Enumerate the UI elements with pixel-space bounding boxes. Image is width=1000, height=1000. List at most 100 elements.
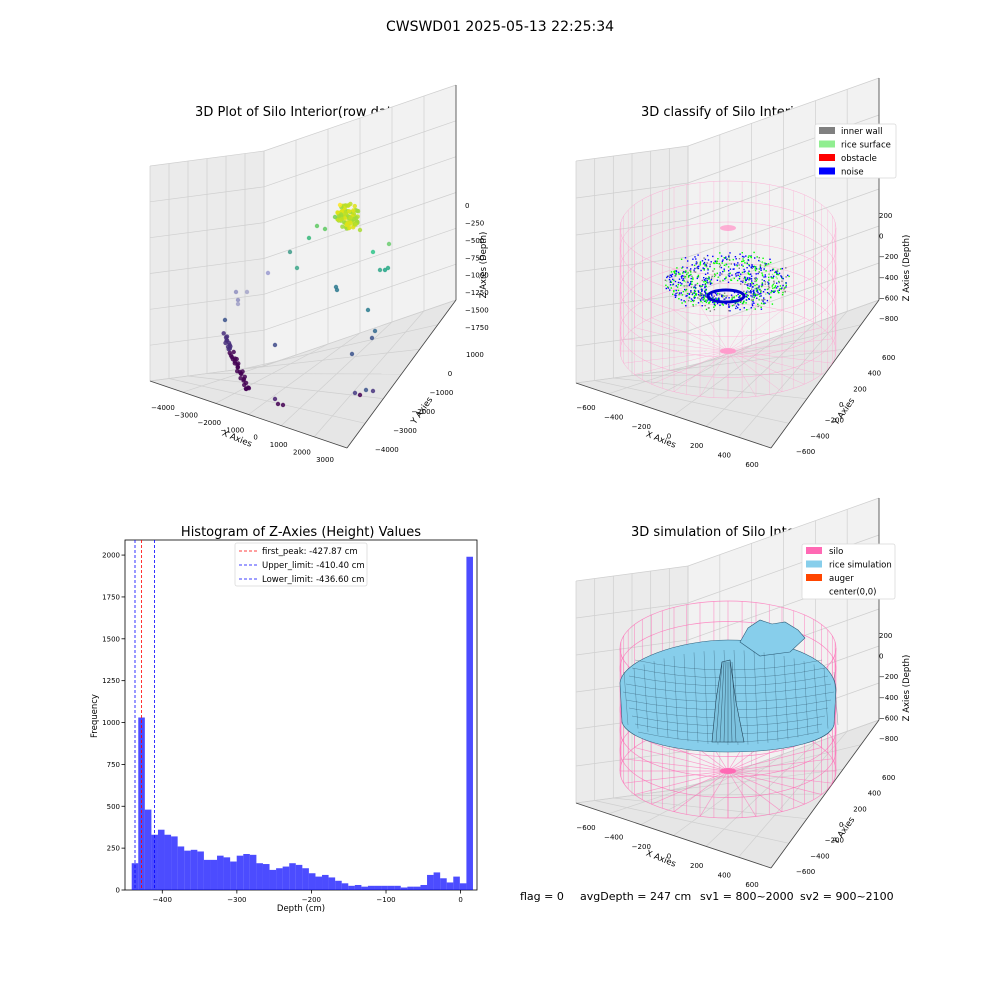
classify-point (677, 283, 679, 286)
classify-point (749, 283, 751, 285)
histogram-y-ticks: 0 250 500 750 1000 1250 1500 1750 2000 (102, 552, 125, 895)
classify-point (747, 284, 749, 287)
x-tick-label: −3000 (174, 411, 198, 419)
classify-point (690, 291, 692, 293)
x-tick-label: −1000 (221, 426, 245, 434)
y-tick-label: 200 (853, 805, 866, 813)
classify-point (760, 267, 762, 270)
classify-point (773, 291, 775, 293)
classify-point (672, 293, 674, 295)
classify-point (686, 273, 688, 276)
classify-point (680, 299, 683, 301)
raw-x-ticks: −4000−3000−2000−1000 0 1000 2000 3000 (151, 404, 334, 464)
x-tick-label: −600 (576, 824, 595, 832)
legend-label: obstacle (841, 154, 877, 164)
classify-panel-title: 3D classify of Silo Interior (641, 105, 808, 120)
classify-point (713, 306, 715, 308)
silo-spoke (673, 310, 729, 352)
classify-point (764, 283, 766, 285)
classify-point (743, 278, 745, 280)
classify-point (696, 277, 698, 280)
classify-point (694, 267, 696, 270)
mesh-line (703, 651, 709, 744)
classify-point (687, 260, 689, 262)
classify-point (685, 290, 687, 293)
histogram-bar (171, 836, 178, 890)
mesh-line (723, 661, 727, 743)
classify-point (755, 294, 757, 296)
classify-point (732, 268, 734, 270)
classify-point (670, 271, 673, 273)
classify-point (683, 271, 685, 273)
classify-point (705, 280, 707, 282)
classify-point (694, 287, 697, 289)
classify-point (697, 297, 699, 299)
classify-point (701, 293, 703, 295)
classify-point (707, 267, 709, 270)
raw-axes-box (149, 84, 457, 449)
classify-point (674, 280, 677, 283)
classify-point (781, 277, 783, 280)
classify-point (685, 288, 688, 291)
classify-point (754, 278, 756, 281)
classify-point (685, 285, 687, 287)
raw-point (339, 216, 344, 222)
classify-point (736, 265, 738, 267)
classify-point (700, 300, 702, 303)
classify-point (706, 292, 708, 295)
classify-point (673, 290, 675, 293)
classify-point (738, 267, 740, 269)
classify-point (755, 288, 758, 290)
classify-point (722, 304, 724, 306)
histogram-bar (322, 874, 329, 890)
classify-point (774, 285, 777, 287)
classify-y-label: Y Axies (831, 396, 858, 428)
histogram-bar (256, 863, 263, 890)
histogram-bar (190, 849, 198, 890)
classify-point (773, 282, 775, 284)
classify-point (770, 296, 772, 299)
classify-point (755, 268, 758, 270)
classify-point (711, 295, 713, 297)
classify-point (737, 304, 740, 306)
classify-point (707, 272, 709, 274)
silo-spoke (634, 770, 729, 795)
legend-swatch (819, 154, 835, 161)
classify-point (682, 272, 684, 274)
classify-point (708, 302, 710, 305)
classify-point (682, 278, 685, 280)
classify-point (765, 264, 767, 266)
classify-point (703, 279, 705, 281)
classify-point (744, 276, 747, 279)
classify-point (776, 277, 778, 280)
classify-point (758, 286, 760, 289)
classify-point (697, 294, 700, 296)
classify-point (776, 272, 778, 274)
y-tick-label: 1250 (102, 677, 120, 685)
classify-point (725, 265, 727, 267)
classify-point (748, 270, 750, 272)
classify-point (701, 302, 704, 304)
classify-point (713, 308, 716, 311)
classify-point (764, 281, 767, 283)
classify-point (756, 290, 758, 293)
classify-point (752, 292, 755, 294)
classify-point (724, 257, 726, 259)
classify-point (739, 308, 741, 311)
mesh-line (773, 653, 779, 742)
suptitle: CWSWD01 2025-05-13 22:25:34 (386, 19, 614, 35)
classify-point (742, 301, 745, 304)
classify-point (749, 285, 751, 287)
classify-point (737, 274, 739, 276)
classify-point (759, 266, 762, 268)
classify-point (776, 282, 778, 284)
classify-point (692, 305, 695, 307)
silo-spoke (727, 770, 757, 817)
histogram-bar (249, 854, 257, 890)
classify-point (723, 270, 726, 272)
classify-point (780, 268, 782, 270)
classify-point (692, 304, 694, 306)
legend-label: rice surface (841, 141, 891, 151)
y-tick-label: 400 (868, 790, 881, 798)
classify-point (678, 292, 681, 294)
